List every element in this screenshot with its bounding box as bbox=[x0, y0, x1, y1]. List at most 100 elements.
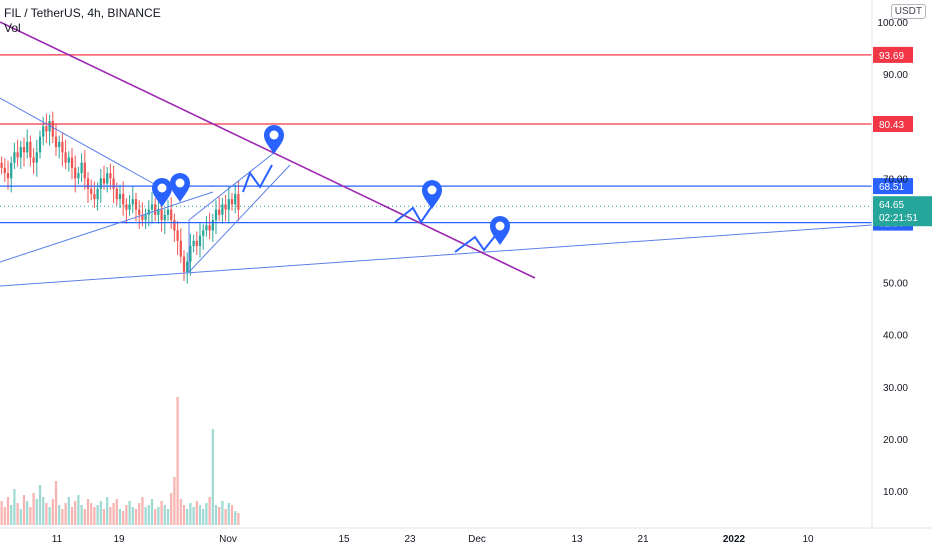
candle-body bbox=[118, 193, 122, 200]
price-tick-label: 10.00 bbox=[883, 487, 908, 498]
volume-bar bbox=[157, 507, 160, 525]
candle-body bbox=[128, 204, 131, 210]
volume-bar bbox=[170, 493, 173, 525]
candle-body bbox=[77, 173, 80, 179]
candle-body bbox=[198, 235, 202, 247]
candle-body bbox=[19, 147, 22, 158]
volume-bar bbox=[218, 507, 221, 525]
candle-body bbox=[163, 214, 166, 221]
volume-bar bbox=[141, 497, 144, 525]
volume-bar bbox=[122, 511, 125, 525]
volume-indicator-label[interactable]: Vol bbox=[4, 21, 21, 35]
volume-bar bbox=[211, 429, 214, 525]
candle-body bbox=[195, 240, 198, 247]
candle-body bbox=[74, 167, 77, 179]
zigzag-projection-1 bbox=[242, 164, 273, 193]
candle-body bbox=[237, 193, 240, 210]
currency-badge[interactable]: USDT bbox=[890, 4, 926, 19]
volume-bar bbox=[35, 499, 38, 525]
time-tick-label: 19 bbox=[113, 534, 125, 545]
volume-bar bbox=[93, 507, 96, 525]
price-tick-label: 30.00 bbox=[883, 383, 908, 394]
candle-body bbox=[54, 136, 58, 148]
marker-pin-3[interactable] bbox=[264, 125, 284, 154]
candle-body bbox=[35, 152, 38, 163]
volume-bar bbox=[166, 509, 170, 525]
volume-bar bbox=[32, 493, 35, 525]
candle-body bbox=[16, 152, 19, 158]
candle-body bbox=[42, 126, 45, 137]
candle-body bbox=[154, 204, 157, 215]
volume-bar bbox=[195, 501, 198, 525]
zigzag-projection-2 bbox=[394, 205, 433, 224]
map-pin-hole bbox=[269, 130, 279, 140]
volume-bar bbox=[90, 503, 93, 525]
volume-bar bbox=[48, 507, 51, 525]
volume-bar bbox=[42, 497, 45, 525]
candle-body bbox=[61, 141, 64, 153]
volume-bar bbox=[45, 503, 48, 525]
marker-pin-5[interactable] bbox=[490, 216, 510, 245]
zigzag-projection-3 bbox=[454, 235, 496, 253]
candle-body bbox=[170, 209, 173, 221]
volume-bar bbox=[109, 507, 112, 525]
candle-body bbox=[134, 199, 138, 210]
volume-bar bbox=[154, 509, 157, 525]
price-tick-label: 40.00 bbox=[883, 331, 908, 342]
candle-body bbox=[115, 188, 118, 200]
volume-bar bbox=[182, 505, 186, 525]
price-tick-label: 100.00 bbox=[877, 18, 908, 29]
volume-bar bbox=[198, 505, 202, 525]
candle-body bbox=[86, 178, 90, 189]
price-tick-label: 20.00 bbox=[883, 435, 908, 446]
map-pin-hole bbox=[175, 178, 185, 188]
time-tick-label: 23 bbox=[404, 534, 416, 545]
volume-bar bbox=[138, 503, 141, 525]
price-tick-label: 90.00 bbox=[883, 70, 908, 81]
volume-bar bbox=[202, 509, 205, 525]
volume-bar bbox=[173, 477, 176, 525]
volume-bar bbox=[179, 499, 182, 525]
volume-bar bbox=[150, 499, 154, 525]
candle-body bbox=[144, 214, 147, 221]
volume-bar bbox=[163, 505, 166, 525]
volume-bar bbox=[3, 507, 6, 525]
long-support-trendline bbox=[0, 224, 873, 287]
candle-body bbox=[109, 173, 112, 179]
volume-bar bbox=[26, 501, 29, 525]
volume-bar bbox=[118, 509, 122, 525]
volume-bar bbox=[54, 481, 58, 525]
volume-bar bbox=[96, 505, 99, 525]
time-axis[interactable]: 11 19 Nov 15 23 Dec 13 21 2022 10 bbox=[0, 527, 932, 545]
candle-body bbox=[138, 209, 141, 215]
candle-body bbox=[208, 225, 211, 231]
candle-body bbox=[218, 209, 221, 215]
candle-body bbox=[122, 193, 125, 205]
candle-body bbox=[186, 261, 189, 273]
marker-pin-4[interactable] bbox=[422, 180, 442, 209]
marker-pin-1[interactable] bbox=[152, 178, 172, 207]
symbol-title[interactable]: FIL / TetherUS, 4h, BINANCE bbox=[4, 6, 161, 20]
markers[interactable] bbox=[152, 125, 510, 245]
drawings[interactable] bbox=[0, 21, 873, 287]
volume-bar bbox=[144, 507, 147, 525]
volume-bars bbox=[0, 397, 240, 525]
volume-bar bbox=[64, 503, 67, 525]
volume-bar bbox=[106, 497, 109, 525]
time-tick-label: 11 bbox=[52, 534, 63, 545]
volume-bar bbox=[192, 507, 195, 525]
channel-lower-line bbox=[188, 164, 291, 273]
price-level-badge bbox=[873, 46, 913, 63]
volume-bar bbox=[16, 503, 19, 525]
volume-bar bbox=[51, 499, 54, 525]
volume-bar bbox=[19, 509, 22, 525]
marker-pin-2[interactable] bbox=[170, 173, 190, 202]
price-axis[interactable]: 100.00 90.00 70.00 50.00 40.00 30.00 20.00 10.0… bbox=[871, 0, 908, 528]
candle-body bbox=[147, 209, 150, 215]
candle-body bbox=[70, 157, 74, 168]
volume-bar bbox=[99, 501, 102, 525]
volume-bar bbox=[10, 505, 13, 525]
time-tick-label: Nov bbox=[219, 534, 237, 545]
